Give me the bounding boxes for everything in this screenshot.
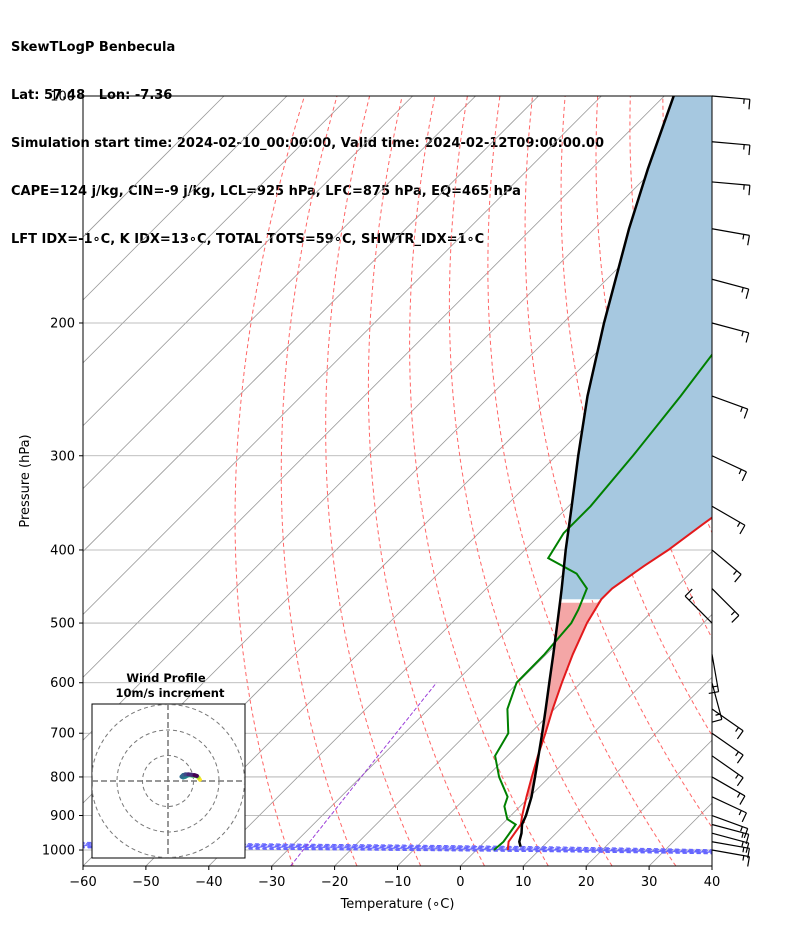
y-tick-label: 900 xyxy=(50,809,75,824)
isotherm-line xyxy=(83,96,539,553)
isotherm-line xyxy=(83,96,602,615)
x-tick-label: −50 xyxy=(132,875,159,890)
isotherm-line xyxy=(711,865,712,866)
parcel-path-line xyxy=(518,96,675,848)
wind-barb xyxy=(711,849,751,867)
wind-barb xyxy=(711,505,746,535)
wind-barb xyxy=(711,395,749,419)
wind-barb xyxy=(711,796,747,823)
wind-barb xyxy=(708,654,720,695)
wind-barb xyxy=(711,832,750,853)
y-tick-label: 300 xyxy=(50,449,75,464)
dry-adiabat xyxy=(367,96,485,866)
dry-adiabat xyxy=(325,96,422,866)
isotherm-line xyxy=(523,676,712,866)
title-times: Simulation start time: 2024-02-10_00:00:… xyxy=(11,136,604,151)
x-tick-label: 30 xyxy=(641,875,658,890)
wind-barb xyxy=(711,588,740,623)
x-tick-label: −60 xyxy=(69,875,96,890)
x-tick-label: 10 xyxy=(515,875,532,890)
wind-barbs xyxy=(684,95,751,867)
hodograph-title: Wind Profile xyxy=(126,671,206,685)
wind-barb xyxy=(711,549,742,583)
wind-barb xyxy=(711,141,751,156)
wind-barb xyxy=(711,823,750,845)
wind-barb xyxy=(711,322,750,343)
wind-barb xyxy=(711,814,749,839)
dry-adiabat xyxy=(560,96,712,737)
temperature-line xyxy=(506,516,712,851)
title-station: SkewTLogP Benbecula xyxy=(11,40,176,55)
isotherm-line xyxy=(83,96,476,490)
x-tick-label: 0 xyxy=(456,875,464,890)
dry-adiabat xyxy=(234,96,305,866)
dry-adiabat xyxy=(761,96,794,866)
wind-barb xyxy=(711,95,751,110)
wind-barb xyxy=(711,732,744,764)
title-cape-line: CAPE=124 j/kg, CIN=-9 j/kg, LCL=925 hPa,… xyxy=(11,184,521,199)
wind-barb xyxy=(711,755,744,787)
mixing-ratio-line xyxy=(290,682,437,866)
isotherm-line xyxy=(271,425,712,866)
wind-barb xyxy=(711,841,751,859)
isotherm-line xyxy=(83,96,288,301)
wind-barb xyxy=(711,455,747,482)
isotherm-line xyxy=(83,96,225,238)
y-axis-label: Pressure (hPa) xyxy=(18,434,33,527)
dry-adiabat xyxy=(409,96,549,866)
moist-adiabat xyxy=(83,841,712,851)
isotherm-line xyxy=(83,110,712,741)
x-tick-label: −30 xyxy=(258,875,285,890)
wind-barb xyxy=(684,588,713,624)
hodograph-subtitle: 10m/s increment xyxy=(116,686,225,700)
isotherm-line xyxy=(145,299,712,866)
y-tick-label: 400 xyxy=(50,543,75,558)
wind-barb xyxy=(711,181,751,196)
y-tick-label: 200 xyxy=(50,316,75,331)
axes: −60 −50 −40 −30 −20 −10 0 10 20 30 40 1000 900 800 700… xyxy=(18,90,720,913)
isotherm-line xyxy=(460,613,712,866)
x-tick-label: 20 xyxy=(578,875,595,890)
isotherm-line xyxy=(397,550,712,866)
dry-adiabat xyxy=(524,96,712,829)
isotherm-line xyxy=(83,96,351,364)
isotherm-line xyxy=(334,488,712,866)
x-tick-label: −20 xyxy=(321,875,348,890)
isotherm-line xyxy=(83,96,665,678)
wind-barb xyxy=(711,278,750,299)
x-axis-label: Temperature (∘C) xyxy=(340,897,455,912)
x-tick-label: −10 xyxy=(384,875,411,890)
y-tick-label: 600 xyxy=(50,676,75,691)
hodograph-segment xyxy=(192,773,199,778)
dry-adiabat xyxy=(728,96,794,866)
chart-title-block: SkewTLogP Benbecula Lat: 57.48 Lon: -7.3… xyxy=(11,8,604,264)
y-tick-label: 800 xyxy=(50,770,75,785)
y-tick-label: 700 xyxy=(50,727,75,742)
wind-barb xyxy=(711,776,746,805)
wind-barb xyxy=(711,228,751,246)
dry-adiabat xyxy=(280,96,358,866)
x-tick-label: −40 xyxy=(195,875,222,890)
isotherm-line xyxy=(83,96,413,427)
y-tick-label: 500 xyxy=(50,617,75,632)
moist-adiabat xyxy=(83,843,712,852)
dry-adiabat xyxy=(448,96,613,866)
y-tick-label: 1000 xyxy=(42,844,75,859)
y-tick-label: 100 xyxy=(50,90,75,105)
x-tick-label: 40 xyxy=(704,875,721,890)
dewpoint-line xyxy=(493,353,712,851)
wind-barb xyxy=(711,682,723,723)
wind-barb xyxy=(711,708,744,740)
cape-shading xyxy=(560,96,712,600)
